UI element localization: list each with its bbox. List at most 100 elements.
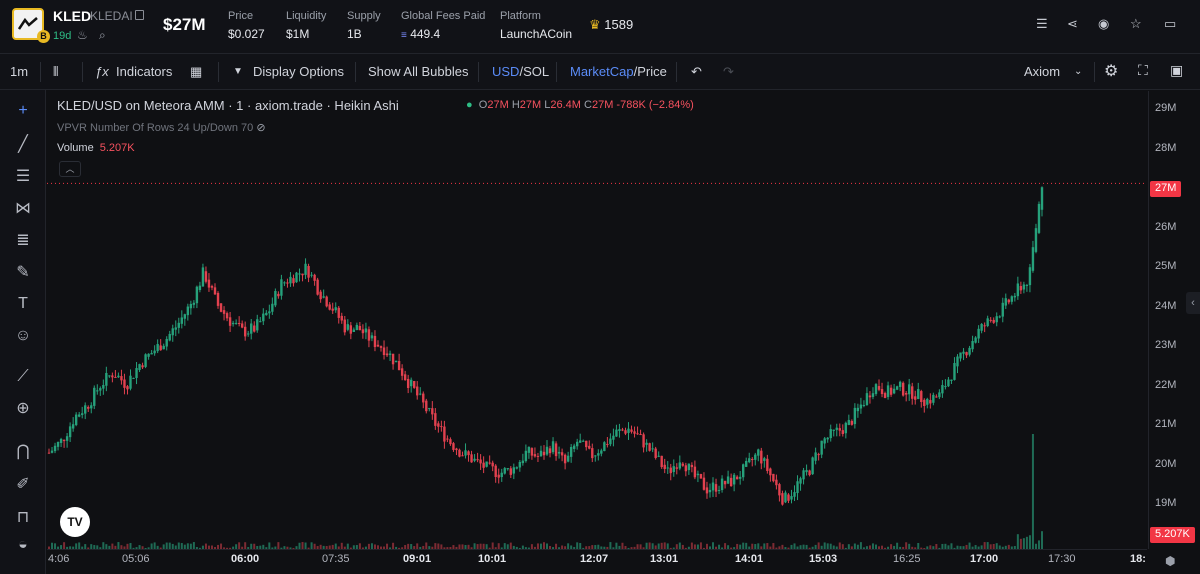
share-icon[interactable]: ⋖ [1067, 16, 1078, 31]
text-icon[interactable]: T [18, 295, 28, 312]
volume-bar [343, 546, 346, 549]
volume-bar [754, 544, 757, 549]
volume-bar [497, 543, 500, 549]
volume-bar [316, 546, 319, 549]
camera-icon[interactable]: ▣ [1170, 62, 1184, 78]
candle-body [841, 430, 844, 434]
layout-icon[interactable]: ▭ [1164, 16, 1177, 31]
candle-body [47, 452, 51, 454]
interval-selector[interactable]: 1m [10, 64, 29, 79]
time-tick: 18: [1130, 553, 1146, 565]
list-icon[interactable]: ☰ [1036, 16, 1048, 31]
token-age: 19d [53, 30, 72, 42]
fib-icon[interactable]: ≣ [16, 232, 30, 249]
zoom-in-icon[interactable]: ⊕ [16, 400, 30, 417]
source-chevron-icon[interactable]: ⌄ [1074, 66, 1083, 77]
currency-toggle[interactable]: USD/SOL [492, 64, 550, 79]
volume-bar [141, 546, 144, 549]
volume-bar [847, 544, 850, 549]
fx-icon[interactable]: ƒx [95, 64, 109, 79]
volume-bar [373, 544, 376, 549]
candle-type-icon[interactable]: ⫴ [53, 64, 59, 79]
visibility-icon[interactable]: ◒ [18, 536, 28, 553]
lock-icon[interactable]: ⊓ [16, 509, 30, 526]
volume-bar [790, 544, 793, 549]
candle-body [234, 322, 238, 324]
candle-body [717, 489, 721, 491]
candle-body [569, 446, 573, 457]
stat-supply: Supply 1B [347, 10, 381, 41]
candle-body [790, 496, 793, 500]
candle-body [868, 395, 872, 398]
candle-body [877, 386, 881, 390]
candle-body [337, 307, 340, 318]
crosshair-icon[interactable]: + [18, 102, 28, 119]
candle-body [814, 452, 817, 461]
volume-bar [739, 544, 742, 549]
candlestick-chart[interactable] [47, 91, 1147, 549]
candle-body [754, 454, 757, 460]
volume-bar [742, 542, 745, 549]
volume-bar [705, 543, 708, 549]
copy-icon[interactable] [135, 10, 144, 20]
lock-drawing-icon[interactable]: ✐ [16, 476, 30, 493]
stat-platform[interactable]: Platform LaunchACoin [500, 10, 573, 41]
source-selector[interactable]: Axiom [1024, 64, 1061, 79]
volume-bar [389, 547, 392, 549]
price-tick: 22M [1155, 378, 1177, 391]
candle-body [917, 389, 920, 400]
volume-bar [708, 546, 711, 549]
indicators-button[interactable]: Indicators [116, 64, 173, 79]
candle-body [59, 438, 63, 443]
eye-icon[interactable]: ◉ [1098, 16, 1110, 31]
chart-area[interactable] [47, 91, 1147, 549]
candle-body [588, 445, 591, 449]
star-icon[interactable]: ☆ [1130, 16, 1142, 31]
ruler-icon[interactable]: ⟋ [17, 368, 29, 385]
brush-icon[interactable]: ✎ [16, 264, 30, 281]
candle-body [844, 422, 848, 434]
volume-bar [204, 543, 207, 549]
settings-hex-icon[interactable]: ⬢ [1165, 554, 1176, 568]
mcap-price-toggle[interactable]: MarketCap/Price [570, 64, 667, 79]
price-scale[interactable] [1148, 91, 1200, 549]
collapse-legend-icon[interactable]: ︿ [59, 161, 81, 177]
search-icon[interactable]: ⌕ [99, 28, 106, 42]
volume-bar [865, 546, 868, 549]
display-options-button[interactable]: Display Options [253, 64, 345, 79]
trendline-icon[interactable]: ╱ [18, 136, 28, 153]
volume-bar [826, 543, 829, 549]
undo-icon[interactable]: ↶ [691, 64, 702, 79]
redo-icon[interactable]: ↷ [723, 64, 734, 79]
flame-icon[interactable]: ♨ [77, 28, 88, 42]
candle-body [729, 477, 733, 487]
time-axis[interactable] [47, 549, 1147, 574]
templates-icon[interactable]: ▦ [190, 64, 203, 79]
tradingview-logo[interactable]: TV [60, 507, 90, 537]
volume-bar [283, 546, 286, 549]
magnet-icon[interactable]: ⋂ [16, 443, 30, 460]
fullscreen-icon[interactable]: ⛶ [1138, 62, 1148, 78]
caret-down-icon[interactable]: ▼ [233, 66, 243, 77]
emoji-icon[interactable]: ☺ [14, 327, 32, 344]
chevron-left-icon[interactable]: ‹ [1186, 292, 1200, 314]
volume-bar [751, 543, 754, 549]
volume-bar [1019, 538, 1022, 549]
volume-bar [862, 547, 865, 549]
candle-body [895, 386, 899, 390]
candle-body [364, 328, 368, 333]
settings-icon[interactable]: ⚙ [1104, 63, 1119, 80]
candle-body [853, 407, 857, 425]
candle-body [452, 443, 455, 450]
pattern-icon[interactable]: ⋈ [15, 200, 31, 217]
volume-bar [666, 543, 669, 549]
candle-body [87, 406, 90, 409]
show-bubbles-button[interactable]: Show All Bubbles [368, 64, 469, 79]
candle-body [977, 328, 980, 339]
horizontal-lines-icon[interactable]: ☰ [15, 168, 31, 185]
candle-body [108, 375, 111, 377]
candle-body [213, 287, 217, 295]
candle-body [376, 344, 380, 347]
volume-bar [467, 544, 470, 549]
candle-body [117, 375, 120, 378]
